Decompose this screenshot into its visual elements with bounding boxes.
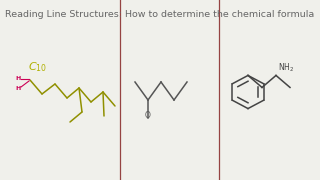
- Text: $C_{10}$: $C_{10}$: [28, 60, 48, 74]
- Text: H: H: [15, 75, 20, 80]
- Text: O: O: [145, 111, 151, 120]
- Text: NH$_2$: NH$_2$: [278, 61, 294, 74]
- Text: H: H: [15, 86, 20, 91]
- Text: Reading Line Structures: How to determine the chemical formula: Reading Line Structures: How to determin…: [5, 10, 315, 19]
